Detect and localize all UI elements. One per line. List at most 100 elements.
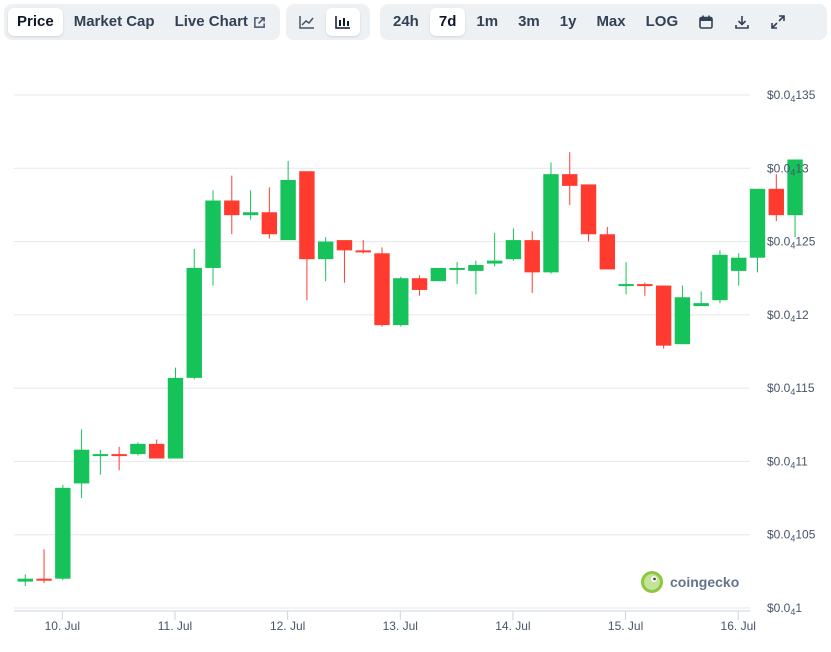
candle-body: [693, 303, 709, 307]
grid-lines: [14, 94, 750, 609]
candle-body: [411, 278, 428, 290]
candle-body: [355, 250, 371, 253]
line-chart-icon: [299, 16, 314, 29]
tab-market-cap[interactable]: Market Cap: [73, 13, 155, 30]
candle-body: [524, 240, 540, 273]
candle-body: [167, 377, 184, 459]
candle: [130, 442, 146, 456]
candle: [55, 484, 71, 581]
y-tick-label: $0.0413: [767, 161, 809, 177]
x-tick-label: 12. Jul: [270, 619, 305, 633]
y-axis-labels: $0.041 $0.04105 $0.0411 $0.04115 $0.0412 $0.0…: [767, 88, 816, 617]
candle: [242, 190, 259, 220]
candle: [430, 267, 447, 282]
candle: [336, 240, 353, 283]
candle: [317, 237, 334, 282]
candle: [674, 285, 691, 345]
candle-body: [712, 254, 728, 301]
candle: [768, 174, 784, 222]
candle-body: [336, 240, 353, 251]
candle: [167, 367, 184, 459]
candle-body: [599, 234, 616, 270]
x-tick-label: 16. Jul: [721, 619, 756, 633]
candle: [411, 275, 428, 296]
candle-body: [505, 240, 522, 260]
candle: [731, 253, 747, 286]
candle-body: [393, 278, 409, 326]
calendar-icon: [699, 15, 713, 29]
tab-price[interactable]: Price: [8, 8, 63, 36]
chart-toolbar: Price Market Cap Live Chart 24h 7d 1m 3m…: [4, 4, 827, 40]
candle-body: [280, 180, 296, 241]
candle: [111, 446, 127, 471]
candle: [148, 439, 165, 459]
candle: [524, 231, 540, 293]
candle: [374, 247, 390, 327]
coingecko-logo-icon: [641, 571, 663, 593]
candle: [280, 160, 296, 241]
candle-body: [580, 184, 597, 235]
candle-body: [317, 241, 334, 260]
tab-live-chart[interactable]: Live Chart: [166, 8, 275, 36]
y-tick-label: $0.0412: [767, 308, 809, 324]
candle: [224, 175, 240, 235]
download-button[interactable]: [725, 8, 759, 36]
candle-body: [543, 174, 559, 273]
candle: [599, 226, 616, 270]
candle: [618, 262, 634, 295]
candle-body: [130, 443, 146, 455]
range-24h-button[interactable]: 24h: [393, 13, 419, 30]
calendar-button[interactable]: [689, 8, 723, 36]
external-link-icon: [254, 16, 265, 28]
candle: [92, 449, 109, 475]
range-7d-button[interactable]: 7d: [429, 8, 466, 36]
candle-body: [242, 212, 259, 216]
x-tick-label: 15. Jul: [608, 619, 643, 633]
candle: [562, 152, 578, 205]
range-max-button[interactable]: Max: [596, 13, 626, 30]
candle-body: [55, 487, 71, 579]
x-tick-label: 11. Jul: [158, 619, 192, 633]
candle-body: [299, 171, 315, 260]
candle-body: [73, 449, 90, 484]
candle-body: [787, 159, 803, 216]
candle: [205, 190, 221, 286]
line-chart-button[interactable]: [290, 8, 324, 36]
candle-body: [768, 188, 784, 216]
y-tick-label: $0.0411: [767, 454, 808, 470]
candle-body: [374, 253, 390, 326]
candle: [73, 429, 90, 499]
candle: [449, 262, 465, 285]
y-tick-label: $0.041: [767, 601, 802, 617]
candle-body: [17, 578, 33, 582]
candle: [505, 228, 522, 261]
candle: [655, 285, 672, 349]
candle: [468, 260, 484, 295]
candle-body: [36, 578, 52, 581]
candle-body: [731, 257, 747, 271]
x-tick-label: 10. Jul: [45, 619, 80, 633]
candle-body: [224, 200, 240, 216]
candle: [580, 184, 597, 242]
candle-body: [261, 212, 278, 235]
x-tick-label: 13. Jul: [383, 619, 418, 633]
candle-body: [111, 454, 127, 457]
candle: [486, 232, 503, 267]
candle-body: [655, 285, 672, 346]
fullscreen-button[interactable]: [761, 8, 795, 36]
range-1y-button[interactable]: 1y: [559, 13, 577, 30]
range-1m-button[interactable]: 1m: [476, 13, 499, 30]
candle-body: [205, 200, 221, 268]
candle: [712, 250, 728, 304]
candle-body: [449, 267, 465, 270]
candle-body: [486, 260, 503, 264]
candle: [36, 549, 52, 584]
log-scale-button[interactable]: LOG: [645, 13, 679, 30]
candle: [787, 159, 803, 238]
candlestick-button[interactable]: [326, 8, 360, 36]
candle-body: [674, 297, 691, 345]
y-tick-label: $0.04135: [767, 88, 816, 104]
y-tick-label: $0.04125: [767, 235, 816, 251]
range-3m-button[interactable]: 3m: [518, 13, 540, 30]
